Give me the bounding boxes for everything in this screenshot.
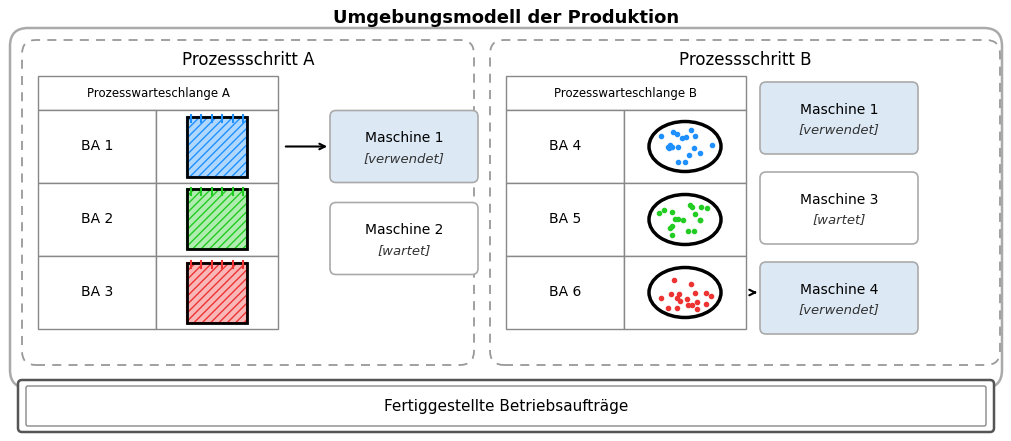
Text: Prozessschritt A: Prozessschritt A <box>182 51 314 69</box>
Bar <box>187 190 247 250</box>
Text: BA 4: BA 4 <box>548 139 580 153</box>
Text: [wartet]: [wartet] <box>377 244 431 257</box>
Text: [verwendet]: [verwendet] <box>798 303 879 317</box>
Bar <box>38 256 156 329</box>
Bar <box>187 262 247 322</box>
Ellipse shape <box>648 122 720 172</box>
Bar <box>506 76 745 110</box>
Bar <box>187 116 247 176</box>
FancyBboxPatch shape <box>18 380 993 432</box>
Bar <box>156 256 278 329</box>
Text: BA 5: BA 5 <box>548 213 580 227</box>
FancyBboxPatch shape <box>489 40 999 365</box>
Text: [verwendet]: [verwendet] <box>798 123 879 137</box>
Text: Prozesswarteschlange A: Prozesswarteschlange A <box>87 86 229 100</box>
FancyBboxPatch shape <box>759 262 917 334</box>
Bar <box>156 110 278 183</box>
FancyBboxPatch shape <box>330 111 477 183</box>
Text: Maschine 3: Maschine 3 <box>799 193 878 207</box>
FancyBboxPatch shape <box>10 28 1001 388</box>
Text: Maschine 1: Maschine 1 <box>364 131 443 146</box>
Text: BA 6: BA 6 <box>548 285 580 299</box>
Bar <box>506 183 624 256</box>
FancyBboxPatch shape <box>22 40 473 365</box>
Bar <box>187 190 247 250</box>
FancyBboxPatch shape <box>26 386 985 426</box>
FancyBboxPatch shape <box>759 82 917 154</box>
Text: BA 2: BA 2 <box>81 213 113 227</box>
FancyBboxPatch shape <box>330 202 477 274</box>
Text: Fertiggestellte Betriebsaufträge: Fertiggestellte Betriebsaufträge <box>383 399 628 414</box>
Text: [wartet]: [wartet] <box>812 213 864 227</box>
Text: Maschine 4: Maschine 4 <box>799 283 878 297</box>
Text: Umgebungsmodell der Produktion: Umgebungsmodell der Produktion <box>333 9 678 27</box>
Ellipse shape <box>648 194 720 244</box>
Bar <box>38 110 156 183</box>
Bar <box>624 110 745 183</box>
Bar <box>187 262 247 322</box>
Text: Prozesswarteschlange B: Prozesswarteschlange B <box>554 86 697 100</box>
Bar <box>38 76 278 110</box>
Text: BA 1: BA 1 <box>81 139 113 153</box>
Text: Maschine 2: Maschine 2 <box>364 224 443 238</box>
Bar <box>187 262 247 322</box>
FancyBboxPatch shape <box>759 172 917 244</box>
Bar <box>187 116 247 176</box>
Bar <box>38 183 156 256</box>
Bar <box>506 110 624 183</box>
Text: [verwendet]: [verwendet] <box>363 152 444 165</box>
Bar <box>187 116 247 176</box>
Bar <box>187 190 247 250</box>
Text: Maschine 1: Maschine 1 <box>799 103 878 117</box>
Bar <box>624 256 745 329</box>
Text: BA 3: BA 3 <box>81 285 113 299</box>
Text: Prozessschritt B: Prozessschritt B <box>678 51 811 69</box>
Bar <box>156 183 278 256</box>
Bar <box>506 256 624 329</box>
Bar <box>624 183 745 256</box>
Ellipse shape <box>648 268 720 318</box>
